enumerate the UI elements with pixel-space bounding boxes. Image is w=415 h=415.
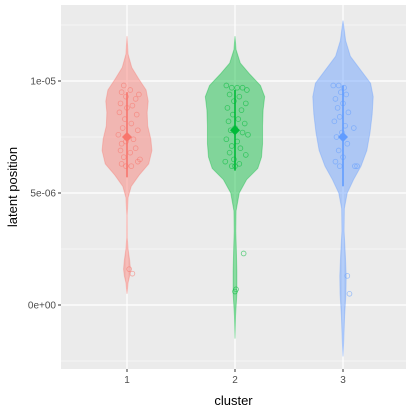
- mean-marker-cluster-2: [230, 125, 240, 136]
- data-point-cluster-2: [236, 93, 243, 100]
- data-point-cluster-3: [336, 114, 343, 120]
- data-point-cluster-1: [129, 270, 136, 277]
- data-point-cluster-2: [232, 288, 238, 295]
- data-point-cluster-1: [117, 147, 124, 154]
- x-tick-label: 1: [124, 375, 130, 386]
- data-point-cluster-3: [331, 118, 338, 125]
- data-point-cluster-2: [228, 143, 235, 149]
- data-point-cluster-2: [228, 163, 235, 169]
- data-point-cluster-3: [332, 96, 339, 102]
- violin-cluster-2: [204, 36, 266, 339]
- data-point-cluster-2: [238, 107, 245, 113]
- data-point-cluster-3: [330, 82, 337, 89]
- data-point-cluster-1: [123, 93, 129, 100]
- data-point-cluster-1: [135, 127, 141, 134]
- data-point-cluster-1: [132, 145, 139, 152]
- data-point-cluster-2: [222, 158, 229, 165]
- data-point-cluster-2: [226, 91, 233, 98]
- data-point-cluster-1: [133, 111, 140, 118]
- data-point-cluster-2: [243, 152, 249, 158]
- data-point-cluster-3: [332, 158, 339, 165]
- data-point-cluster-1: [118, 161, 125, 167]
- data-point-cluster-1: [118, 140, 125, 147]
- data-point-cluster-1: [130, 136, 137, 143]
- data-point-cluster-3: [343, 91, 350, 98]
- data-point-cluster-3: [346, 290, 353, 297]
- y-tick-label: 1e-05: [30, 77, 56, 88]
- mean-marker-cluster-1: [122, 132, 132, 142]
- data-point-cluster-3: [350, 125, 357, 131]
- data-point-cluster-3: [345, 109, 352, 116]
- data-point-cluster-1: [117, 100, 124, 107]
- data-point-cluster-1: [120, 154, 127, 160]
- data-point-cluster-2: [240, 250, 247, 257]
- data-point-cluster-2: [239, 129, 246, 136]
- data-point-cluster-2: [223, 136, 230, 143]
- data-point-cluster-2: [231, 98, 237, 104]
- data-point-cluster-2: [236, 161, 243, 167]
- data-point-cluster-2: [241, 120, 248, 127]
- data-point-cluster-3: [336, 163, 343, 169]
- data-point-cluster-2: [225, 118, 232, 125]
- data-point-cluster-2: [244, 87, 250, 93]
- data-point-cluster-3: [344, 273, 351, 279]
- summaries: [122, 85, 348, 187]
- data-point-cluster-1: [136, 91, 142, 98]
- data-point-cluster-2: [231, 156, 237, 163]
- points: [115, 82, 360, 297]
- data-point-cluster-2: [245, 131, 251, 138]
- data-point-cluster-2: [228, 84, 235, 91]
- plot-panel: [61, 5, 406, 369]
- data-point-cluster-1: [118, 89, 125, 95]
- x-tick-label: 3: [340, 375, 346, 386]
- data-point-cluster-3: [335, 147, 342, 154]
- x-axis-title: cluster: [214, 393, 253, 408]
- data-point-cluster-3: [344, 140, 351, 147]
- data-point-cluster-3: [354, 163, 360, 169]
- y-tick-label: 5e-06: [30, 189, 56, 200]
- data-point-cluster-1: [129, 102, 136, 109]
- data-point-cluster-2: [223, 82, 230, 89]
- data-point-cluster-1: [135, 158, 141, 165]
- x-axis: 1 2 3: [124, 369, 346, 386]
- data-point-cluster-3: [341, 84, 347, 91]
- data-point-cluster-1: [126, 266, 132, 272]
- data-point-cluster-1: [120, 82, 127, 89]
- data-point-cluster-1: [115, 131, 122, 138]
- data-point-cluster-2: [237, 145, 244, 152]
- x-tick-label: 2: [232, 375, 238, 386]
- data-point-cluster-1: [128, 120, 135, 127]
- y-tick-label: 0e+00: [28, 301, 57, 312]
- data-point-cluster-2: [226, 149, 233, 156]
- data-point-cluster-1: [132, 96, 139, 102]
- y-axis: 0e+00 5e-06 1e-05: [28, 77, 61, 312]
- data-point-cluster-2: [243, 100, 249, 107]
- grid-major: [61, 5, 406, 369]
- data-point-cluster-2: [234, 84, 240, 91]
- data-point-cluster-2: [235, 116, 242, 122]
- data-point-cluster-1: [128, 163, 135, 169]
- data-point-cluster-1: [119, 125, 126, 131]
- data-point-cluster-1: [123, 163, 129, 169]
- data-point-cluster-1: [127, 149, 134, 156]
- mean-marker-cluster-3: [338, 132, 348, 142]
- data-point-cluster-2: [239, 84, 246, 91]
- data-point-cluster-1: [116, 109, 123, 116]
- data-point-cluster-3: [352, 163, 358, 169]
- data-point-cluster-2: [224, 105, 231, 111]
- violin-cluster-3: [312, 20, 374, 357]
- data-point-cluster-3: [334, 105, 341, 111]
- y-axis-title: latent position: [5, 147, 20, 227]
- data-point-cluster-3: [335, 82, 342, 89]
- data-point-cluster-1: [127, 87, 134, 93]
